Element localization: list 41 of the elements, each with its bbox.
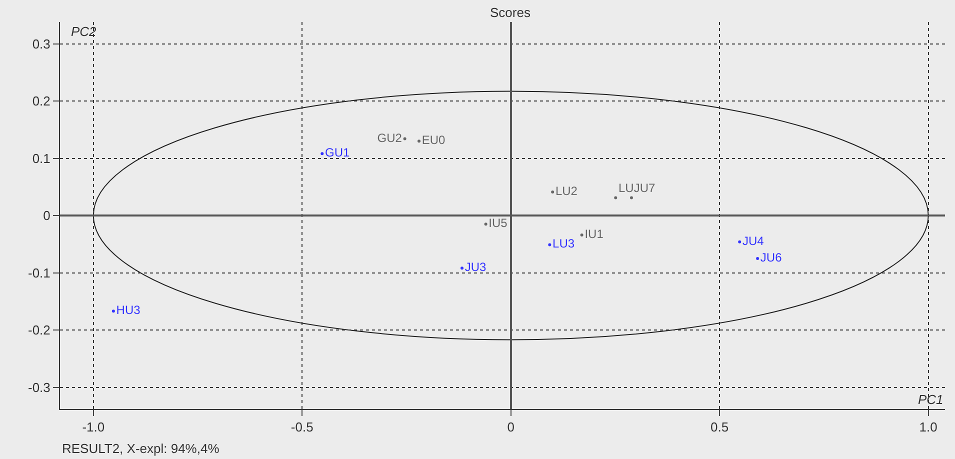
data-label: GU2 bbox=[377, 130, 402, 145]
data-label: LU2 bbox=[555, 184, 578, 198]
point bbox=[403, 137, 406, 140]
x-tick-label: -1.0 bbox=[82, 420, 105, 435]
y-tick-label: 0.2 bbox=[32, 94, 50, 109]
y-axis-title: PC2 bbox=[71, 24, 98, 39]
y-tick-label: -0.2 bbox=[28, 322, 50, 338]
x-tick-label: -0.5 bbox=[290, 420, 314, 435]
point bbox=[580, 233, 584, 236]
point bbox=[738, 240, 742, 244]
point bbox=[614, 196, 618, 200]
data-label: HU3 bbox=[116, 303, 141, 318]
data-label: LU3 bbox=[552, 236, 575, 251]
y-tick-label: -0.3 bbox=[28, 380, 50, 395]
data-label: JU4 bbox=[742, 234, 764, 248]
data-label: GU1 bbox=[325, 146, 350, 160]
data-label: JU6 bbox=[760, 250, 782, 264]
data-label: LUJU7 bbox=[618, 180, 656, 195]
text: RESULT2, X-expl: 94%,4% bbox=[62, 441, 220, 456]
y-tick-label: 0 bbox=[43, 208, 50, 224]
x-tick-label: 0 bbox=[507, 420, 514, 435]
y-tick-label: -0.1 bbox=[28, 265, 50, 280]
point bbox=[112, 310, 115, 313]
x-tick-label: 1.0 bbox=[919, 420, 938, 435]
data-label: IU1 bbox=[584, 226, 604, 241]
point bbox=[484, 222, 488, 226]
y-tick-label: 0.1 bbox=[32, 150, 50, 166]
chart-title: Scores bbox=[490, 5, 531, 20]
data-label: JU3 bbox=[464, 260, 487, 274]
point bbox=[630, 196, 633, 200]
point bbox=[320, 152, 324, 156]
point bbox=[460, 266, 464, 270]
point bbox=[418, 140, 421, 143]
data-label: IU5 bbox=[488, 216, 508, 230]
point bbox=[548, 243, 552, 246]
x-axis-title: PC1 bbox=[918, 392, 944, 407]
point bbox=[551, 190, 554, 194]
point bbox=[756, 256, 760, 260]
y-tick-label: 0.3 bbox=[32, 36, 50, 52]
data-label: EU0 bbox=[422, 133, 446, 148]
x-tick-label: 0.5 bbox=[710, 420, 729, 435]
